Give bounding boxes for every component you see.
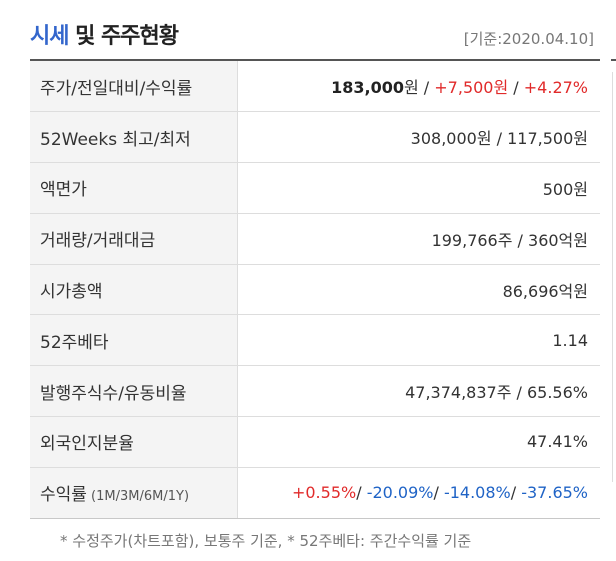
table-top-border bbox=[30, 59, 600, 61]
section-header: 시세 및 주주현황 [기준:2020.04.10] bbox=[0, 0, 616, 60]
row-label-market-cap: 시가총액 bbox=[30, 264, 238, 316]
separator: / bbox=[356, 483, 367, 503]
footnote: * 수정주가(차트포함), 보통주 기준, * 52주베타: 주간수익률 기준 bbox=[60, 532, 472, 550]
separator: / bbox=[433, 483, 444, 503]
base-date: [기준:2020.04.10] bbox=[463, 30, 594, 48]
table-row: 52주베타 1.14 bbox=[30, 314, 600, 367]
edge-border-mark bbox=[611, 59, 616, 61]
row-label-volume: 거래량/거래대금 bbox=[30, 213, 238, 265]
row-value-52weeks: 308,000원 / 117,500원 bbox=[237, 111, 600, 164]
row-value-returns: +0.55%/ -20.09%/ -14.08%/ -37.65% bbox=[237, 467, 600, 519]
table-row: 거래량/거래대금 199,766주 / 360억원 bbox=[30, 213, 600, 265]
price-change: +7,500원 bbox=[434, 78, 509, 98]
price-change-rate: +4.27% bbox=[523, 78, 588, 98]
row-value-par-value: 500원 bbox=[237, 162, 600, 214]
edge-vertical-border bbox=[612, 72, 613, 482]
table-row: 발행주식수/유동비율 47,374,837주 / 65.56% bbox=[30, 365, 600, 418]
return-1m: +0.55% bbox=[291, 483, 357, 503]
current-price: 183,000 bbox=[331, 78, 404, 98]
table-row: 액면가 500원 bbox=[30, 162, 600, 214]
row-value-price: 183,000원 / +7,500원 / +4.27% bbox=[237, 61, 600, 113]
return-3m: -20.09% bbox=[366, 483, 434, 503]
row-label-shares: 발행주식수/유동비율 bbox=[30, 365, 238, 418]
table-row: 외국인지분율 47.41% bbox=[30, 416, 600, 468]
table-row: 52Weeks 최고/최저 308,000원 / 117,500원 bbox=[30, 111, 600, 164]
separator: / bbox=[510, 483, 522, 503]
stock-quote-table: 주가/전일대비/수익률 183,000원 / +7,500원 / +4.27% … bbox=[30, 61, 600, 519]
table-row: 시가총액 86,696억원 bbox=[30, 264, 600, 316]
row-label-price: 주가/전일대비/수익률 bbox=[30, 61, 238, 113]
section-title-rest: 및 주주현황 bbox=[68, 24, 179, 49]
row-value-shares: 47,374,837주 / 65.56% bbox=[237, 365, 600, 418]
row-value-foreign: 47.41% bbox=[237, 416, 600, 468]
returns-periods: (1M/3M/6M/1Y) bbox=[86, 489, 190, 505]
table-row: 주가/전일대비/수익률 183,000원 / +7,500원 / +4.27% bbox=[30, 61, 600, 113]
separator: / bbox=[508, 78, 524, 98]
separator: / bbox=[418, 78, 435, 98]
section-title: 시세 및 주주현황 bbox=[30, 18, 179, 50]
return-6m: -14.08% bbox=[443, 483, 511, 503]
current-price-unit: 원 bbox=[403, 78, 419, 98]
row-label-52weeks: 52Weeks 최고/최저 bbox=[30, 111, 238, 164]
section-title-accent: 시세 bbox=[30, 24, 69, 49]
row-value-market-cap: 86,696억원 bbox=[237, 264, 600, 316]
returns-label: 수익률 bbox=[40, 485, 87, 506]
row-label-par-value: 액면가 bbox=[30, 162, 238, 214]
row-label-beta: 52주베타 bbox=[30, 314, 238, 367]
row-value-beta: 1.14 bbox=[237, 314, 600, 367]
row-label-foreign: 외국인지분율 bbox=[30, 416, 238, 468]
return-1y: -37.65% bbox=[521, 483, 588, 503]
table-row: 수익률 (1M/3M/6M/1Y) +0.55%/ -20.09%/ -14.0… bbox=[30, 467, 600, 519]
row-value-volume: 199,766주 / 360억원 bbox=[237, 213, 600, 265]
row-label-returns: 수익률 (1M/3M/6M/1Y) bbox=[30, 467, 238, 519]
